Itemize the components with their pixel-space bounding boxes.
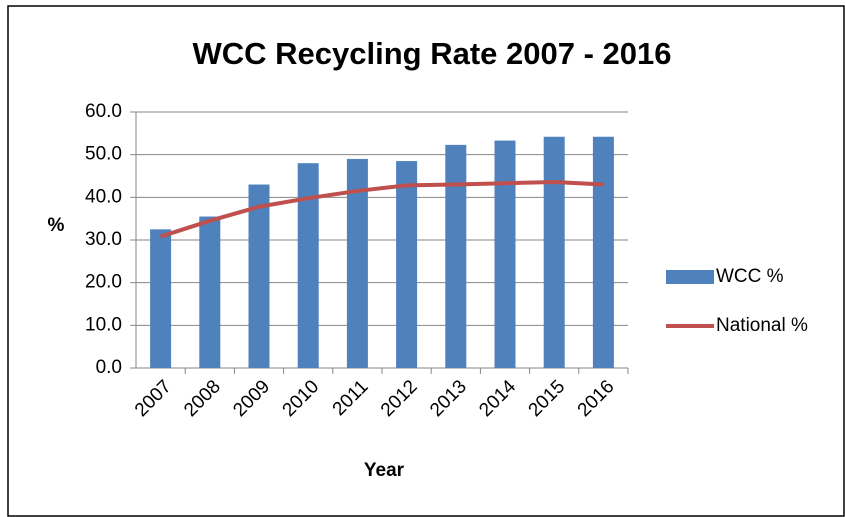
bar	[346, 158, 368, 368]
bar	[297, 163, 319, 368]
y-tick-label: 20.0	[85, 272, 122, 293]
bar	[199, 216, 221, 368]
y-tick-label: 50.0	[85, 144, 122, 165]
chart-title: WCC Recycling Rate 2007 - 2016	[193, 36, 672, 71]
y-tick-label: 10.0	[85, 314, 122, 335]
y-tick-label: 60.0	[85, 101, 122, 122]
bar	[494, 140, 516, 368]
y-tick-label: 0.0	[96, 357, 122, 378]
x-axis-label: Year	[364, 460, 405, 481]
bar	[543, 136, 565, 368]
y-tick-label: 40.0	[85, 186, 122, 207]
line	[159, 179, 604, 239]
legend-label: National %	[716, 315, 808, 336]
bar	[445, 144, 467, 368]
bar	[592, 136, 614, 368]
bar	[248, 184, 270, 368]
y-tick-label: 30.0	[85, 229, 122, 250]
chart-frame	[7, 5, 845, 517]
bar	[396, 161, 418, 368]
y-axis-label: %	[48, 215, 65, 236]
bar	[150, 229, 172, 368]
legend-label: WCC %	[716, 266, 784, 287]
legend-swatch	[666, 270, 714, 284]
